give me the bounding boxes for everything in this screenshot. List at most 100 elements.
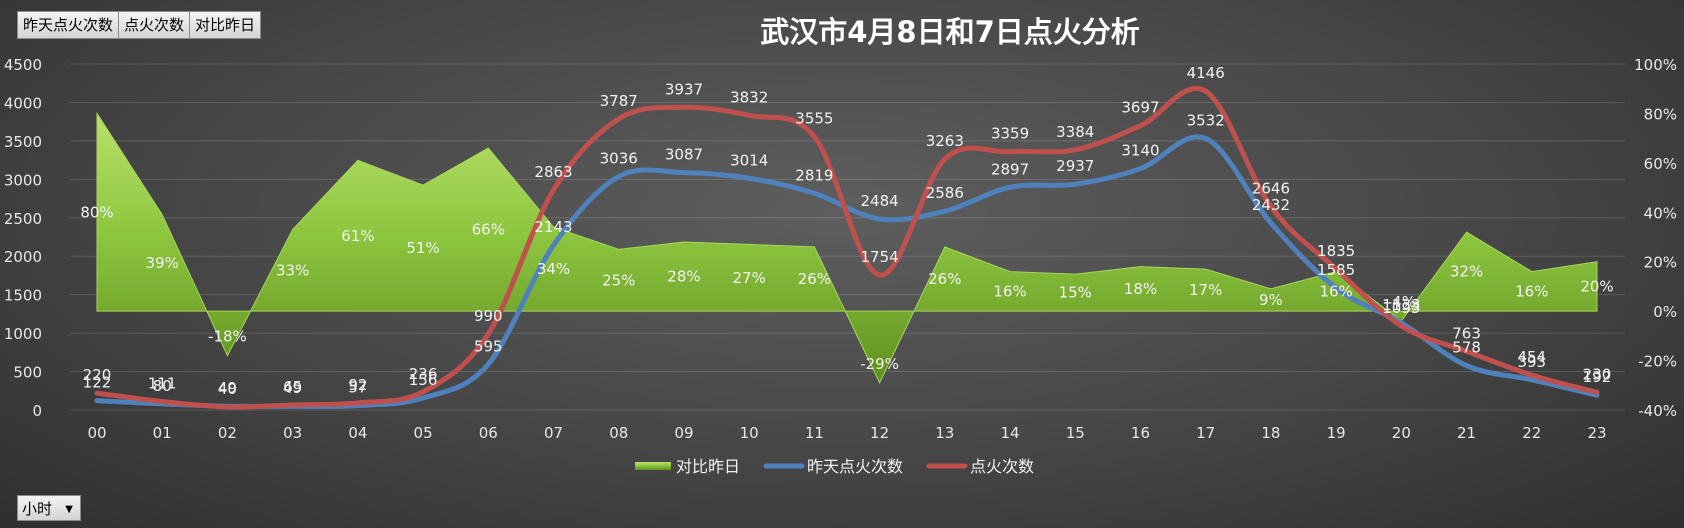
x-tick-label: 10 [740,424,759,442]
data-label-ignitions: 990 [474,307,503,325]
data-label-compare: 61% [341,227,374,245]
data-label-yesterday: 2819 [795,166,833,184]
y-left-tick-label: 2000 [4,248,42,266]
data-label-ignitions: 1835 [1317,242,1355,260]
data-label-compare: 25% [602,271,635,289]
data-label-yesterday: 49 [218,379,237,397]
x-tick-label: 23 [1587,424,1606,442]
x-tick-label: 06 [479,424,498,442]
data-label-ignitions: 3555 [795,110,833,128]
data-label-yesterday: 393 [1517,353,1546,371]
axis-field-button-label: 小时 [22,500,53,518]
y-left-tick-label: 500 [13,364,42,382]
data-label-ignitions: 65 [283,378,302,396]
field-button-yesterday[interactable]: 昨天点火次数 [17,11,119,39]
axis-field-button-hour[interactable]: 小时 ▼ [17,495,81,521]
y-left-tick-label: 4000 [4,94,42,112]
y-left-tick-label: 3500 [4,133,42,151]
data-label-compare: 33% [276,261,309,279]
data-label-yesterday: 57 [348,379,367,397]
field-button-compare[interactable]: 对比昨日 [189,11,262,39]
y-right-tick-label: 60% [1644,155,1677,173]
data-label-yesterday: 3532 [1187,111,1225,129]
x-tick-label: 19 [1327,424,1346,442]
data-label-yesterday: 156 [409,371,438,389]
data-label-yesterday: 2897 [991,160,1029,178]
data-label-compare: 26% [798,270,831,288]
data-label-compare: 15% [1059,284,1092,302]
legend-label: 点火次数 [970,457,1034,476]
data-label-compare: 26% [928,270,961,288]
chart-title: 武汉市4月8日和7日点火分析 [760,15,1140,49]
y-right-tick-label: 0% [1653,303,1677,321]
y-left-tick-label: 1000 [4,325,42,343]
series-area-compare [96,111,1598,384]
data-label-yesterday: 1585 [1317,261,1355,279]
data-label-ignitions: 230 [1583,365,1612,383]
data-label-ignitions: 4146 [1187,64,1225,82]
y-right-tick-label: -20% [1638,353,1677,371]
data-label-yesterday: 80 [153,377,172,395]
x-tick-label: 04 [348,424,367,442]
data-label-yesterday: 3036 [600,150,638,168]
data-label-yesterday: 2484 [861,192,899,210]
data-label-ignitions: 3384 [1056,123,1094,141]
dropdown-caret-icon: ▼ [65,504,73,515]
data-label-compare: 20% [1580,277,1613,295]
y-left-tick-label: 2500 [4,210,42,228]
x-tick-label: 01 [153,424,172,442]
data-label-compare: 34% [537,260,570,278]
x-tick-label: 12 [870,424,889,442]
legend-item: 昨天点火次数 [763,457,903,476]
x-tick-label: 11 [805,424,824,442]
data-label-ignitions: 454 [1517,348,1546,366]
data-label-compare: 27% [733,269,766,287]
data-label-yesterday: 595 [474,337,503,355]
y-right-tick-label: 40% [1644,204,1677,222]
field-button-ignitions[interactable]: 点火次数 [118,11,190,39]
data-label-ignitions: 3787 [600,92,638,110]
y-left-tick-label: 1500 [4,287,42,305]
data-label-ignitions: 1093 [1382,299,1420,317]
data-label-compare: 66% [472,221,505,239]
data-label-yesterday: 2432 [1252,196,1290,214]
field-buttons: 昨天点火次数 点火次数 对比昨日 [17,11,262,39]
data-label-compare: 28% [667,268,700,286]
data-label-yesterday: 2143 [534,218,572,236]
data-label-ignitions: 2646 [1252,180,1290,198]
data-label-compare: 32% [1450,263,1483,281]
legend-item: 对比昨日 [635,457,740,476]
x-tick-label: 15 [1066,424,1085,442]
x-tick-label: 14 [1000,424,1019,442]
data-label-yesterday: 578 [1452,339,1481,357]
x-tick-label: 21 [1457,424,1476,442]
y-left-tick-label: 0 [32,402,42,420]
data-label-ignitions: 2863 [534,163,572,181]
data-label-yesterday: 122 [83,374,112,392]
legend-swatch-area [635,462,671,470]
data-label-yesterday: 2586 [926,184,964,202]
x-tick-label: 00 [87,424,106,442]
x-tick-label: 03 [283,424,302,442]
data-label-ignitions: 40 [218,380,237,398]
x-tick-label: 02 [218,424,237,442]
data-label-ignitions: 3832 [730,88,768,106]
x-tick-label: 05 [414,424,433,442]
y-left-tick-label: 3000 [4,171,42,189]
x-tick-label: 09 [674,424,693,442]
data-label-compare: 16% [1319,282,1352,300]
legend-item: 点火次数 [926,457,1034,476]
series-line-ignitions [94,86,1600,410]
data-label-ignitions: 763 [1452,324,1481,342]
data-label-ignitions: 92 [348,376,367,394]
data-label-compare: 39% [146,254,179,272]
x-tick-label: 07 [544,424,563,442]
data-label-ignitions: 3359 [991,125,1029,143]
data-label-compare: -4% [1387,293,1416,311]
legend-label: 昨天点火次数 [807,457,903,476]
x-tick-label: 22 [1522,424,1541,442]
data-label-yesterday: 2937 [1056,157,1094,175]
data-label-yesterday: 3014 [730,151,768,169]
data-label-ignitions: 3697 [1121,99,1159,117]
